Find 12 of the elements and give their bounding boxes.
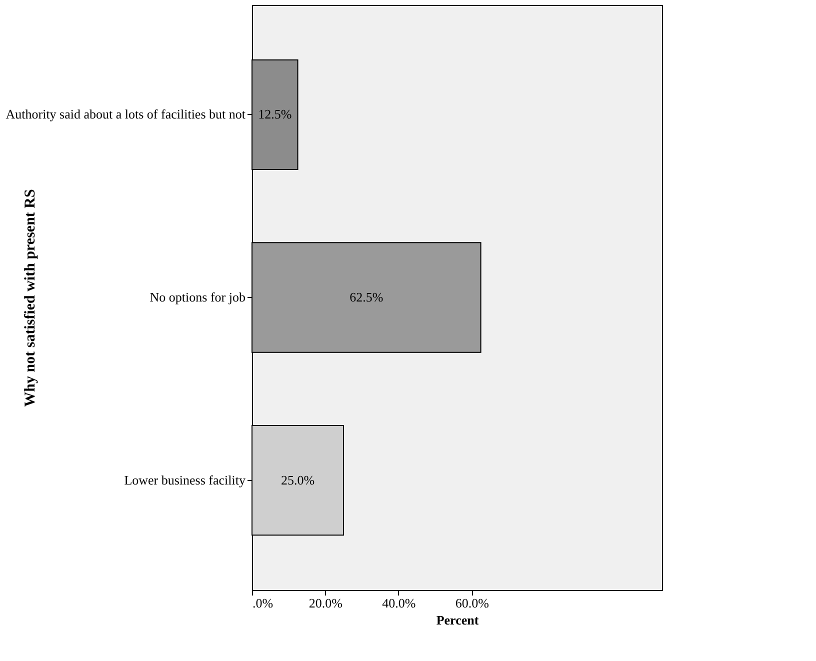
x-axis-title: Percent	[436, 612, 480, 628]
y-axis-title: Why not satisfied with present RS	[22, 189, 38, 407]
x-tick-label: 60.0%	[455, 596, 490, 610]
y-tick-label: Authority said about a lots of facilities but not	[6, 106, 246, 122]
x-tick-label: 20.0%	[308, 596, 343, 610]
data-label: 25.0%	[280, 472, 315, 488]
y-tick-label: Lower business facility	[124, 472, 246, 488]
y-tick-label: No options for job	[150, 290, 246, 304]
data-label: 12.5%	[258, 106, 292, 122]
x-tick-label: 40.0%	[382, 596, 416, 610]
x-tick-label: .0%	[252, 596, 274, 610]
data-label: 62.5%	[350, 290, 384, 304]
